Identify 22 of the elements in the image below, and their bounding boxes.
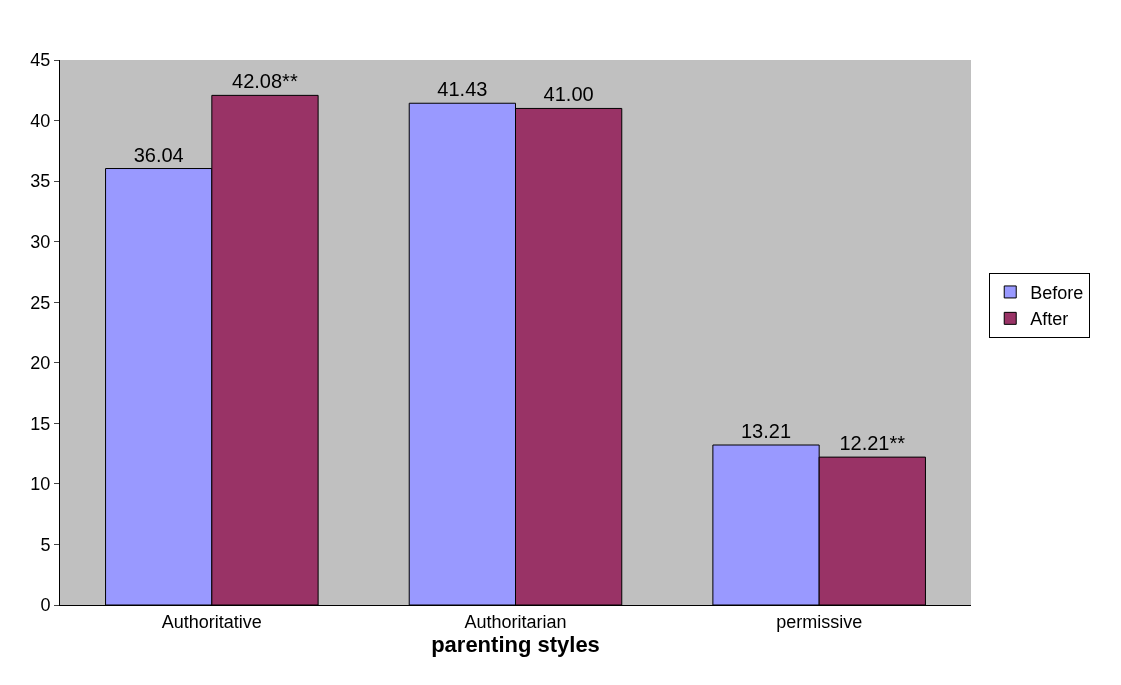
y-tick-label: 15 [30,413,51,434]
y-tick-label: 40 [30,110,51,131]
data-label: 41.43 [437,78,488,101]
data-label: 41.00 [543,83,594,106]
data-label: 12.21** [839,432,906,455]
y-tick-label: 30 [30,231,51,252]
x-axis-title: parenting styles [431,631,600,657]
x-tick-label: permissive [776,611,863,632]
data-label: 36.04 [133,143,184,166]
y-tick-label: 45 [30,50,51,71]
legend-label: After [1030,309,1069,330]
y-tick-label: 0 [40,595,51,616]
data-label: 13.21 [740,420,792,443]
y-tick-label: 10 [30,474,51,495]
y-tick-label: 35 [30,171,51,192]
y-tick-label: 5 [40,534,51,555]
y-tick-label: 25 [30,292,51,313]
data-label: 42.08** [232,70,298,93]
x-tick-label: Authoritative [161,611,262,632]
y-tick-label: 20 [30,353,51,374]
x-tick-label: Authoritarian [464,611,567,632]
legend-label: Before [1030,282,1084,303]
